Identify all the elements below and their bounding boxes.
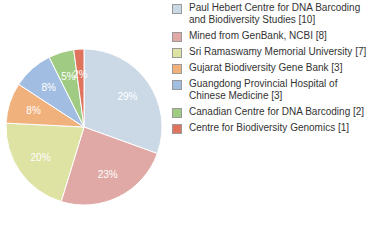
svg-text:20%: 20% [31,152,51,163]
svg-text:23%: 23% [98,169,118,180]
html-text:Paul Hebert Centre for DNA Bar: Paul Hebert Centre for DNA Barcoding and… [189,2,361,25]
svg-text:8%: 8% [26,105,41,116]
html-text:Centre for Biodiversity Genomi: Centre for Biodiversity Genomics [1] [189,122,350,133]
svg-text:5%: 5% [61,70,76,82]
svg-text:29%: 29% [117,91,137,102]
html-text:Canadian Centre for DNA Barcod: Canadian Centre for DNA Barcoding [2] [189,106,365,117]
svg-text:8%: 8% [42,82,57,93]
html-text:Sri Ramaswamy Memorial Univers: Sri Ramaswamy Memorial University [7] [189,46,367,57]
html-text:Gujarat Biodiversity Gene Bank: Gujarat Biodiversity Gene Bank [3] [189,62,343,73]
html-text:Mined from GenBank, NCBI [8]: Mined from GenBank, NCBI [8] [189,30,327,41]
html-text:Guangdong Provincial Hospital: Guangdong Provincial Hospital of Chinese… [189,78,338,101]
svg-text:2%: 2% [73,69,88,80]
